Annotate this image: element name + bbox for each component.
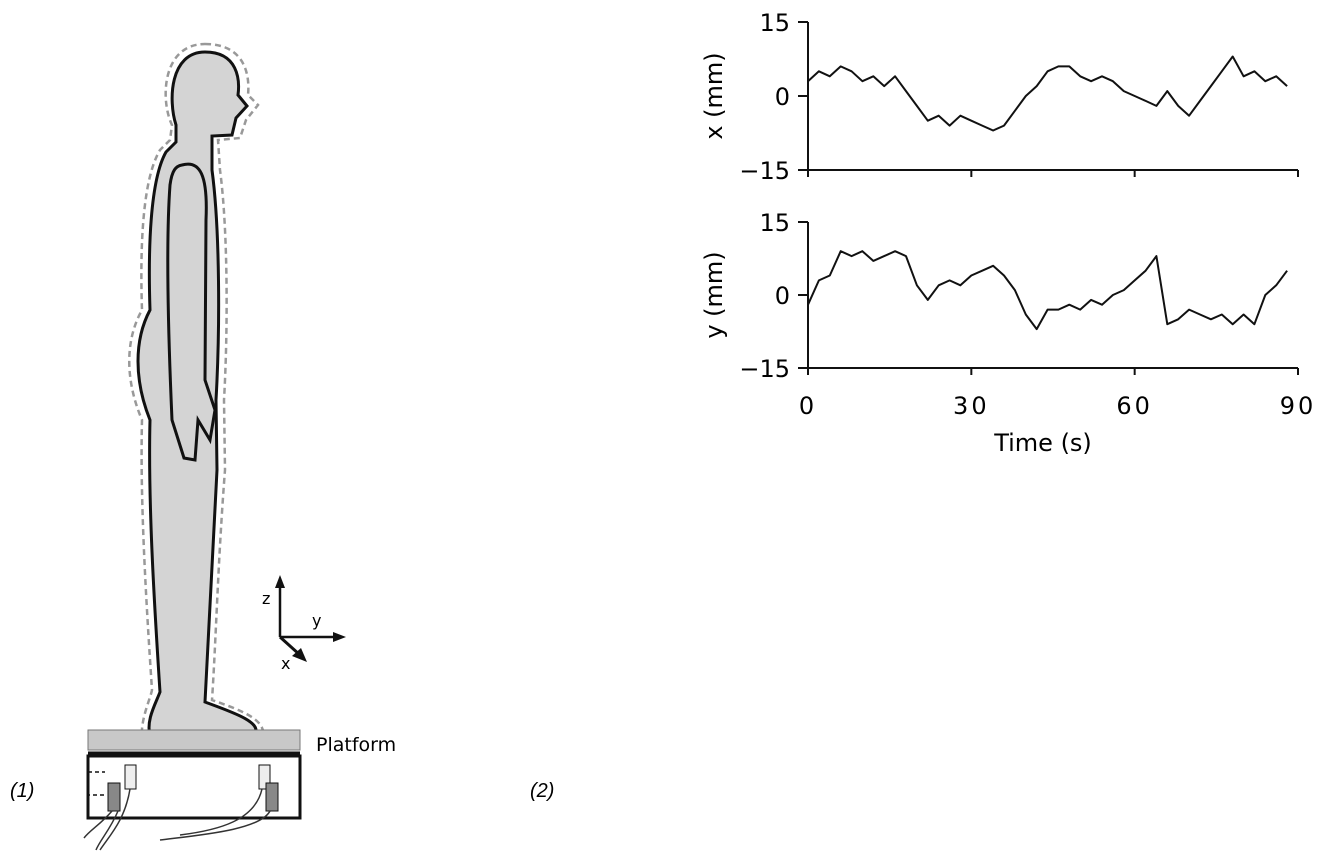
platform-label: Platform — [316, 734, 396, 756]
y-axis-label: y (mm) — [700, 251, 728, 338]
axis-name: y — [312, 611, 321, 630]
sensor — [108, 783, 120, 811]
data-line — [808, 57, 1287, 131]
x-axis-label: Time (s) — [993, 429, 1092, 457]
sensor — [266, 783, 278, 811]
panel-label: (2) — [530, 780, 554, 802]
y-tick-label: 15 — [759, 9, 790, 37]
axis-name: x — [281, 654, 290, 673]
x-tick-label: 60 — [1116, 392, 1153, 420]
y-axis-label: x (mm) — [700, 52, 728, 139]
y-tick-label: 0 — [775, 83, 790, 111]
y-tick-label: −15 — [739, 355, 790, 383]
y-tick-label: −15 — [739, 157, 790, 185]
arrows — [88, 772, 105, 795]
y-tick-label: 15 — [759, 209, 790, 237]
panel-label: (1) — [10, 780, 34, 802]
x-tick-label: 90 — [1280, 392, 1317, 420]
diagram: z y x Platform — [84, 44, 396, 850]
figure: z y x Platform (1) (2) −15 0 15 x (mm) −15 0 1… — [0, 0, 1336, 852]
x-tick-label: 30 — [953, 392, 990, 420]
sensor — [125, 765, 136, 789]
x-tick-label: 0 — [799, 392, 817, 420]
axis-name: z — [262, 589, 270, 608]
y-tick-label: 0 — [775, 282, 790, 310]
data-line — [808, 251, 1287, 329]
page: z y x Platform (1) (2) −15 0 15 x (mm) −15 0 1… — [0, 0, 1336, 852]
axis-arrowhead — [275, 575, 285, 588]
axis-arrowhead — [333, 632, 346, 642]
platform-top — [88, 730, 300, 750]
